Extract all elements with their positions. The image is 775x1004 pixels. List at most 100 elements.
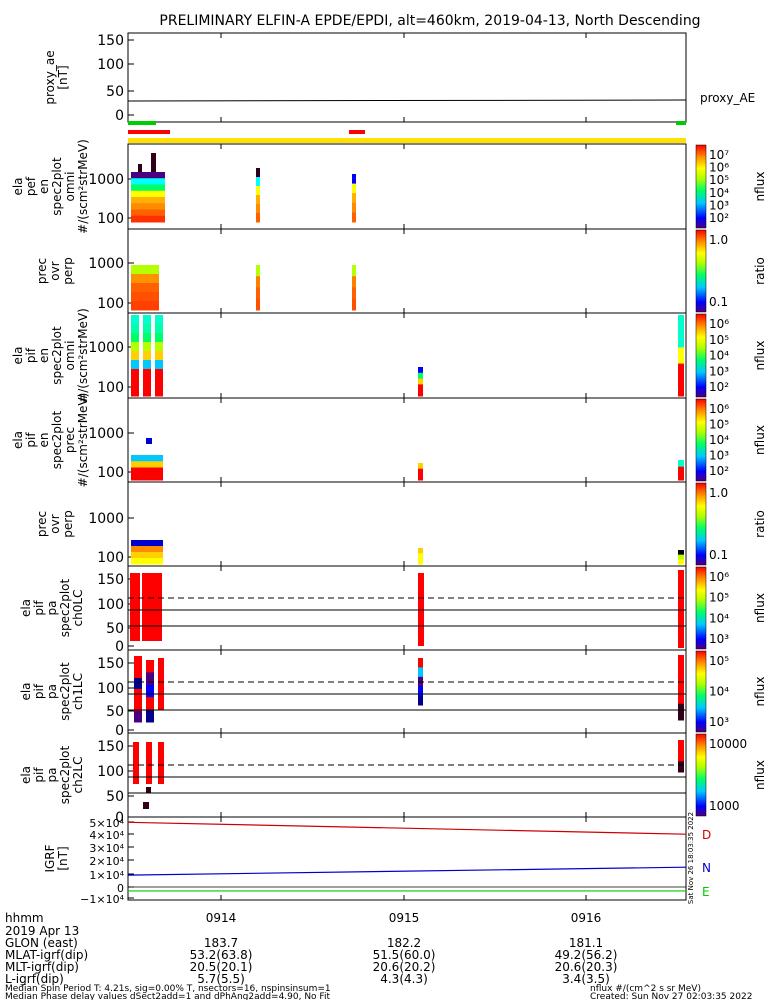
- colorbar-tick-label: 10³: [709, 449, 729, 463]
- footer-value: 20.6(20.2): [373, 960, 436, 974]
- footer-time-0: 0914: [206, 911, 237, 925]
- panel-ylabel: omni: [63, 172, 77, 202]
- footer-value: 53.2(63.8): [190, 948, 253, 962]
- footer-row-label: GLON (east): [5, 936, 78, 950]
- y-tick-label: 150: [97, 33, 124, 49]
- y-tick-label: 50: [106, 84, 124, 100]
- pif-en-cell: [155, 324, 163, 334]
- pef-en-cell: [352, 202, 356, 213]
- colorbar: [695, 650, 707, 733]
- colorbar-tick-label: 10²: [709, 211, 729, 225]
- pif-en-cell: [131, 342, 139, 352]
- pif-en-prec-cell: [131, 467, 163, 475]
- pef-prec-cell: [352, 276, 356, 288]
- pef-en-cell: [138, 164, 142, 172]
- panel-ylabel: prec: [63, 427, 77, 453]
- panel-ylabel: ela: [19, 682, 33, 700]
- pif-en-prec-cell: [418, 474, 423, 481]
- proxy-ae-label: proxy_AE: [700, 91, 755, 105]
- y-tick-label: 3×10⁴: [89, 842, 124, 855]
- colorbar-tick-label: 10⁶: [709, 317, 729, 331]
- panel-ylabel: pif: [32, 683, 46, 699]
- pif-en-cell: [155, 315, 163, 325]
- panel-ylabel: ela: [11, 431, 25, 449]
- pef-en-cell: [131, 190, 165, 198]
- pif-en-prec-cell: [146, 438, 152, 444]
- colorbar-tick-label: 10⁴: [709, 685, 729, 699]
- panel-ylabel: ovr: [48, 514, 62, 533]
- pef-prec-cell: [256, 265, 260, 277]
- pa-ch1-cell: [146, 709, 154, 723]
- y-tick-label: 0: [117, 882, 124, 895]
- pa-ch1-cell: [678, 671, 684, 688]
- pef-prec-cell: [256, 298, 260, 311]
- pif-en-cell: [155, 351, 163, 361]
- pif-en-cell: [418, 367, 423, 374]
- pif-en-cell: [131, 360, 139, 370]
- pa-ch1-cell: [134, 700, 142, 712]
- y-tick-label: 4×10⁴: [89, 829, 124, 842]
- pa-ch1-cell: [418, 667, 423, 678]
- pef-en-cell: [131, 197, 165, 204]
- pa-ch1-cell: [146, 672, 154, 686]
- pef-en-cell: [256, 168, 260, 178]
- pif-en-cell: [418, 384, 423, 391]
- pif-prec-cell: [678, 550, 684, 556]
- colorbar: [695, 144, 707, 229]
- panel-frame: [127, 312, 687, 399]
- pef-prec-cell: [352, 287, 356, 300]
- panel-ylabel: spec2plot: [58, 662, 72, 721]
- pif-en-cell: [131, 351, 139, 361]
- pif-en-cell: [131, 369, 139, 379]
- pif-en-cell: [131, 324, 139, 334]
- panel-ylabel: spec2plot: [50, 157, 64, 216]
- pif-en-cell: [678, 347, 684, 365]
- pif-en-cell: [131, 333, 139, 343]
- pif-en-prec-cell: [418, 463, 423, 470]
- pif-en-cell: [131, 378, 139, 388]
- footer-value: 20.6(20.3): [555, 960, 618, 974]
- colorbar-tick-label: 10⁶: [709, 570, 729, 584]
- pef-en-cell: [352, 193, 356, 204]
- y-tick-label: 1000: [88, 426, 124, 442]
- pif-en-cell: [143, 333, 151, 343]
- pif-prec-cell: [678, 559, 684, 565]
- colorbar-tick-label: 0.1: [709, 548, 728, 562]
- pef-prec-cell: [131, 283, 159, 293]
- pif-en-cell: [131, 387, 139, 397]
- pef-prec-cell: [256, 276, 260, 288]
- panel-ylabel: ch1LC: [71, 673, 85, 710]
- colorbar-tick-label: 1.0: [709, 233, 728, 247]
- footer-value: 3.4(3.5): [562, 972, 610, 986]
- pa-ch2-cell: [143, 802, 149, 809]
- pa-ch1-cell: [678, 703, 684, 721]
- y-tick-label: 100: [97, 465, 124, 481]
- pef-en-cell: [352, 183, 356, 194]
- pif-en-cell: [678, 363, 684, 381]
- footer-row-label: L-igrf(dip): [5, 972, 64, 986]
- footer-value: 183.7: [204, 936, 238, 950]
- y-tick-label: 100: [97, 57, 124, 73]
- panel-frame: [127, 816, 687, 901]
- pef-en-cell: [151, 153, 156, 172]
- pef-en-cell: [256, 213, 260, 223]
- pif-en-cell: [143, 342, 151, 352]
- pa-ch1-cell: [134, 689, 142, 701]
- pef-prec-cell: [131, 265, 159, 275]
- igrf-legend-N: N: [702, 861, 711, 875]
- pa-ch1-cell: [158, 684, 164, 698]
- pa-ch1-cell: [134, 678, 142, 690]
- pef-en-cell: [256, 204, 260, 214]
- pif-en-prec-cell: [131, 455, 163, 462]
- pif-en-cell: [418, 372, 423, 380]
- y-tick-label: 100: [97, 296, 124, 312]
- pif-en-prec-cell: [678, 473, 684, 481]
- colorbar-label: ratio: [753, 257, 767, 285]
- panel-ylabel: pa: [45, 684, 59, 699]
- colorbar: [695, 229, 707, 313]
- y-tick-label: 100: [97, 211, 124, 227]
- panel-ylabel: #/(scm²strMeV): [76, 308, 90, 403]
- panel-ylabel: ela: [19, 599, 33, 617]
- colorbar: [695, 566, 707, 650]
